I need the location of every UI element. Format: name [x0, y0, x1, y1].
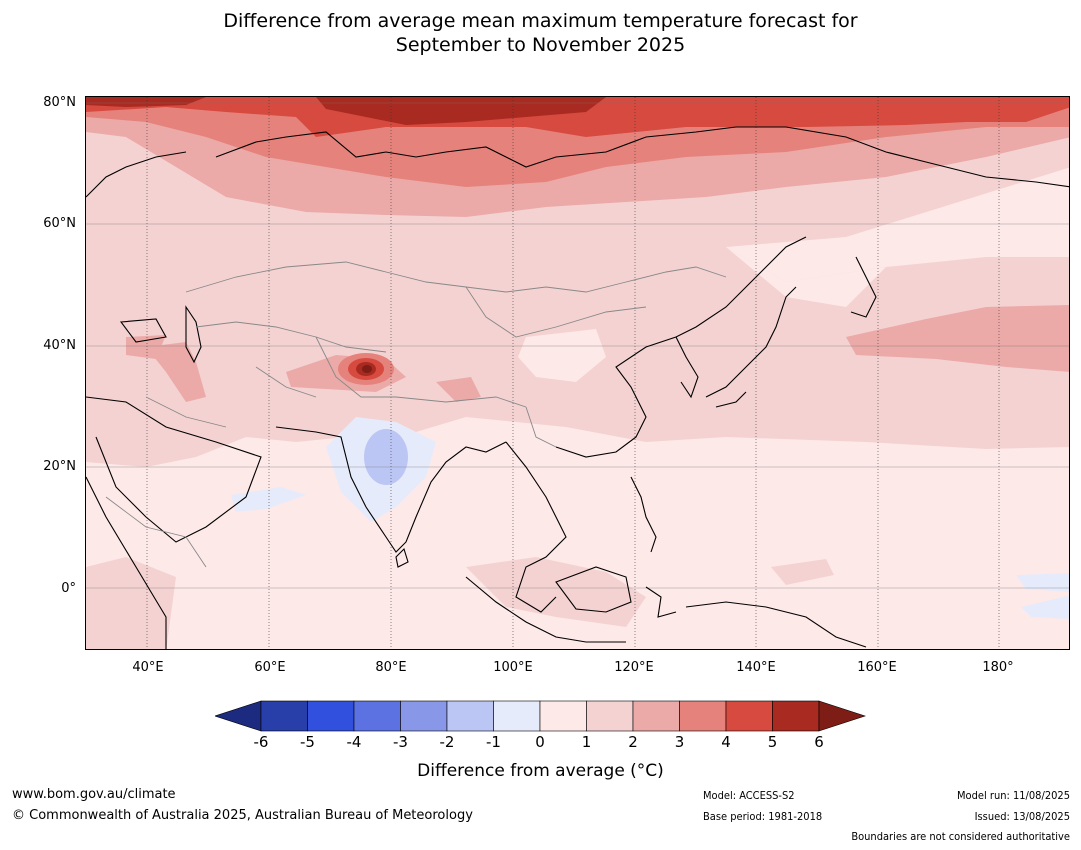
colorbar-extend-low — [215, 700, 262, 732]
colorbar-tick-label: -1 — [486, 733, 501, 751]
colorbar-tick-label: -2 — [439, 733, 455, 751]
colorbar-tick-label: -4 — [346, 733, 362, 751]
colorbar-cell — [725, 700, 773, 732]
disclaimer-text: Boundaries are not considered authoritat… — [851, 830, 1070, 843]
lon-label-60e: 60°E — [254, 660, 286, 675]
colorbar-cell — [260, 700, 308, 732]
colorbar-tick-label: 6 — [814, 733, 824, 751]
colorbar-cell — [586, 700, 634, 732]
lon-label-140e: 140°E — [736, 660, 776, 675]
colorbar-tick-label: -3 — [393, 733, 408, 751]
lon-label-180: 180° — [982, 660, 1014, 675]
model-run-text: Model run: 11/08/2025 — [957, 789, 1070, 802]
map-title: Difference from average mean maximum tem… — [0, 9, 1081, 57]
website-link[interactable]: www.bom.gov.au/climate — [12, 787, 176, 802]
lon-label-120e: 120°E — [614, 660, 654, 675]
copyright-text: © Commonwealth of Australia 2025, Austra… — [12, 808, 473, 823]
lon-label-80e: 80°E — [375, 660, 407, 675]
model-text: Model: ACCESS-S2 — [703, 789, 795, 802]
lat-label-20n: 20°N — [43, 459, 76, 474]
lat-label-80n: 80°N — [43, 95, 76, 110]
colorbar-cell — [772, 700, 820, 732]
colorbar-tick-label: 2 — [628, 733, 638, 751]
title-line-1: Difference from average mean maximum tem… — [223, 10, 858, 32]
colorbar-cell — [632, 700, 680, 732]
colorbar — [215, 700, 866, 732]
colorbar-cell — [307, 700, 355, 732]
colorbar-tick-label: 3 — [674, 733, 685, 751]
colorbar-cell — [400, 700, 448, 732]
lat-label-40n: 40°N — [43, 338, 76, 353]
colorbar-cell — [679, 700, 727, 732]
colorbar-cell — [353, 700, 401, 732]
colorbar-label: Difference from average (°C) — [417, 761, 664, 781]
base-period-text: Base period: 1981-2018 — [703, 810, 823, 823]
lon-label-100e: 100°E — [493, 660, 533, 675]
forecast-map — [85, 96, 1070, 650]
issued-text: Issued: 13/08/2025 — [974, 810, 1070, 823]
lon-label-40e: 40°E — [132, 660, 164, 675]
lat-label-0: 0° — [61, 581, 76, 596]
colorbar-tick-label: 4 — [721, 733, 731, 751]
colorbar-cell — [446, 700, 494, 732]
colorbar-tick-label: -5 — [300, 733, 315, 751]
title-line-2: September to November 2025 — [395, 34, 686, 56]
colorbar-cell — [539, 700, 587, 732]
colorbar-tick-label: 1 — [581, 733, 592, 751]
colorbar-cell — [493, 700, 541, 732]
colorbar-tick-label: 5 — [767, 733, 778, 751]
map-canvas — [86, 97, 1069, 649]
lon-label-160e: 160°E — [857, 660, 897, 675]
colorbar-tick-label: -6 — [253, 733, 269, 751]
colorbar-tick-label: 0 — [535, 733, 545, 751]
lat-label-60n: 60°N — [43, 216, 76, 231]
colorbar-extend-high — [818, 700, 866, 732]
